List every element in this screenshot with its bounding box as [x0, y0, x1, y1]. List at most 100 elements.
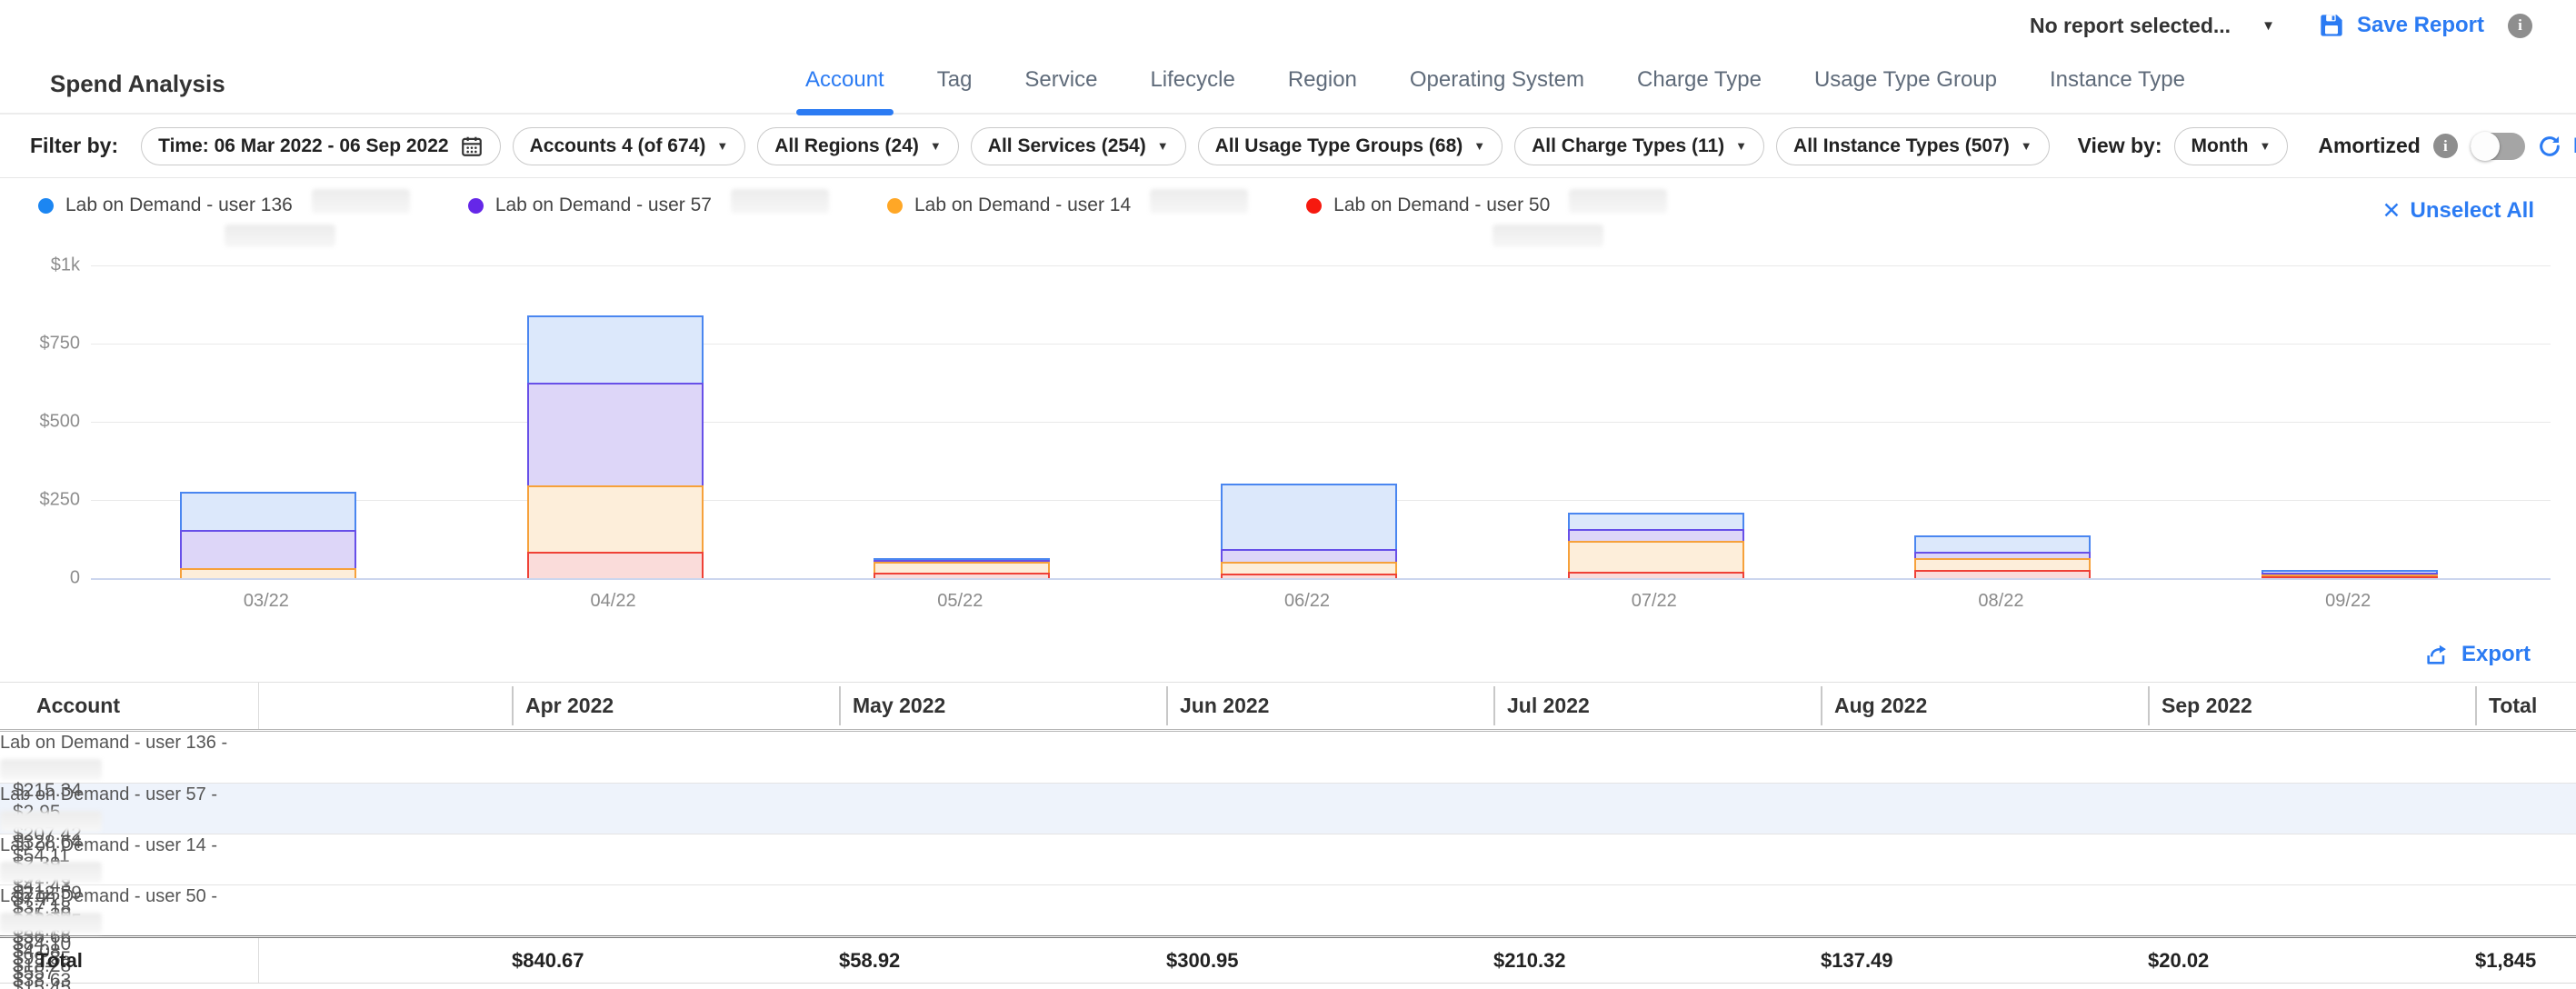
legend-item-lab-on-demand-user-136[interactable]: Lab on Demand - user 136 [38, 188, 410, 262]
account-name: Lab on Demand - user 57 - [0, 784, 218, 804]
legend-line: Lab on Demand - user 50 [1306, 188, 1668, 216]
chevron-down-icon: ▼ [929, 139, 942, 153]
total-label: Total [36, 948, 83, 972]
unselect-all-button[interactable]: ✕ Unselect All [2382, 198, 2534, 224]
chevron-down-icon: ▼ [2259, 139, 2271, 153]
report-selector-value: No report selected... [2029, 13, 2232, 37]
column-header-label: May 2022 [839, 686, 945, 725]
stacked-bar-05-22[interactable] [874, 557, 1051, 578]
bar-segment [874, 557, 1051, 560]
table-header-row: Account Apr 2022 May 2022 Jun 2022 Jul 2022 A… [0, 683, 2576, 732]
amortized-label: Amortized [2318, 134, 2421, 157]
stacked-bar-08-22[interactable] [1914, 534, 2092, 578]
bar-segment [2261, 574, 2439, 576]
info-icon[interactable]: i [2508, 13, 2532, 38]
total-value-cell: $300.95 [1166, 948, 1239, 972]
tab-operating-system[interactable]: Operating System [1409, 67, 1584, 92]
filter-pill-all-usage-type-groups-68[interactable]: All Usage Type Groups (68) ▼ [1197, 126, 1503, 165]
tab-instance-type[interactable]: Instance Type [2049, 67, 2185, 92]
account-name: Lab on Demand - user 136 - [0, 733, 228, 753]
bar-segment [1914, 570, 2092, 578]
filter-pill-label: All Regions (24) [774, 135, 919, 156]
grand-total-cell: $1,845 [2475, 948, 2537, 972]
view-by-dropdown[interactable]: Month ▼ [2173, 126, 2289, 165]
report-selector-dropdown[interactable]: No report selected... ▼ [2030, 14, 2275, 38]
stacked-bar-04-22[interactable] [526, 315, 704, 578]
column-header-label: Jun 2022 [1166, 686, 1269, 725]
x-axis-tick-label: 03/22 [243, 591, 289, 611]
bar-column-07-22 [1481, 265, 1828, 578]
filter-pill-time-06-mar-2022-06-sep-2022[interactable]: Time: 06 Mar 2022 - 06 Sep 2022 [141, 126, 501, 165]
tab-lifecycle[interactable]: Lifecycle [1150, 67, 1235, 92]
tab-account[interactable]: Account [796, 67, 894, 115]
bar-column-04-22 [440, 265, 787, 578]
column-header-label: Aug 2022 [1821, 686, 1927, 725]
filter-pill-all-instance-types-507[interactable]: All Instance Types (507) ▼ [1776, 126, 2050, 165]
tab-tag[interactable]: Tag [936, 67, 973, 92]
filter-pill-all-charge-types-11[interactable]: All Charge Types (11) ▼ [1514, 126, 1765, 165]
save-report-button[interactable]: Save Report [2319, 13, 2484, 38]
bar-segment [179, 567, 356, 578]
legend-dot-icon [1306, 197, 1323, 214]
column-header-label: Apr 2022 [512, 686, 614, 725]
chevron-down-icon: ▼ [716, 139, 729, 153]
account-cell: Lab on Demand - user 57 - [0, 784, 2576, 832]
table-row: Lab on Demand - user 136 -$215.34$2.95$2… [0, 732, 2576, 932]
reset-filters-button[interactable]: Reset Filters [2537, 134, 2576, 159]
column-header-label: Total [2475, 686, 2537, 725]
column-header-jul-2022: Jul 2022 [1481, 686, 1808, 725]
legend-dot-icon [38, 197, 54, 214]
spend-table: Account Apr 2022 May 2022 Jun 2022 Jul 2022 A… [0, 682, 2576, 989]
filter-bar: Filter by: Time: 06 Mar 2022 - 06 Sep 20… [0, 115, 2576, 178]
filter-pill-label: All Charge Types (11) [1532, 135, 1725, 156]
export-button[interactable]: Export [2424, 642, 2531, 667]
account-cell: Lab on Demand - user 50 - [0, 885, 2576, 934]
stacked-bar-06-22[interactable] [1221, 484, 1398, 578]
chevron-down-icon: ▼ [1735, 139, 1748, 153]
toggle-knob [2470, 131, 2500, 161]
filter-pill-all-regions-24[interactable]: All Regions (24) ▼ [757, 126, 959, 165]
bar-segment [2261, 570, 2439, 573]
stacked-bar-07-22[interactable] [1567, 512, 1744, 578]
refresh-icon [2537, 134, 2562, 159]
tab-service[interactable]: Service [1024, 67, 1098, 92]
bar-column-05-22 [786, 265, 1133, 578]
legend-line: Lab on Demand - user 57 [467, 188, 829, 216]
total-value-cell: $58.92 [839, 948, 901, 972]
filter-pill-label: All Services (254) [987, 135, 1146, 156]
x-axis-tick-label: 09/22 [2325, 591, 2371, 611]
bar-segment [179, 491, 356, 530]
legend-item-lab-on-demand-user-57[interactable]: Lab on Demand - user 57 [467, 188, 829, 262]
redacted-text [1150, 188, 1249, 214]
column-header-aug-2022: Aug 2022 [1808, 686, 2135, 725]
y-axis-tick-label: $250 [39, 489, 81, 510]
value-cell: $99.35 [13, 948, 72, 969]
legend-label: Lab on Demand - user 14 [914, 195, 1132, 215]
tab-region[interactable]: Region [1287, 67, 1357, 92]
total-label-cell: Total [0, 938, 259, 983]
amortized-toggle[interactable] [2470, 131, 2525, 161]
tab-usage-type-group[interactable]: Usage Type Group [1813, 67, 1997, 92]
y-axis-tick-label: $750 [39, 333, 81, 354]
tab-charge-type[interactable]: Charge Type [1636, 67, 1762, 92]
stacked-bar-03-22[interactable] [179, 491, 356, 578]
gridline [91, 265, 2551, 266]
total-value-cell: $840.67 [512, 948, 584, 972]
total-value-cell: $210.32 [1493, 948, 1566, 972]
value-cell: $328.64 [13, 832, 82, 853]
account-cell: Lab on Demand - user 136 - [0, 732, 2576, 780]
column-header-may-2022: May 2022 [826, 686, 1153, 725]
column-header-apr-2022: Apr 2022 [499, 686, 826, 725]
stacked-bar-09-22[interactable] [2261, 570, 2439, 578]
legend-dot-icon [467, 197, 484, 214]
legend-item-lab-on-demand-user-50[interactable]: Lab on Demand - user 50 [1306, 188, 1668, 262]
gridline [91, 344, 2551, 345]
value-cell: $38.63 [13, 970, 72, 989]
filter-pill-accounts-4-of-674[interactable]: Accounts 4 (of 674) ▼ [512, 126, 746, 165]
filter-pill-all-services-254[interactable]: All Services (254) ▼ [970, 126, 1186, 165]
filter-pills: Time: 06 Mar 2022 - 06 Sep 2022 Accounts … [141, 126, 2050, 165]
bar-segment [526, 552, 704, 578]
info-icon[interactable]: i [2432, 134, 2458, 158]
table-row: Lab on Demand - user 14 -$212.59$35.30$3… [0, 834, 2576, 989]
legend-item-lab-on-demand-user-14[interactable]: Lab on Demand - user 14 [886, 188, 1249, 262]
